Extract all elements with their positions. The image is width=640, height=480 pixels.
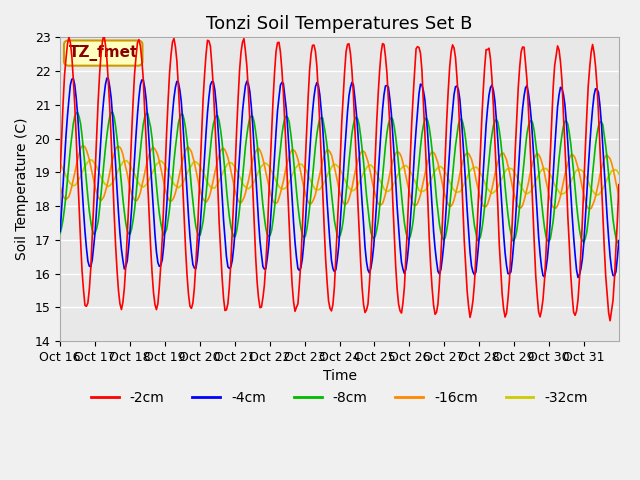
Y-axis label: Soil Temperature (C): Soil Temperature (C) (15, 118, 29, 261)
Text: TZ_fmet: TZ_fmet (68, 45, 138, 61)
Title: Tonzi Soil Temperatures Set B: Tonzi Soil Temperatures Set B (206, 15, 473, 33)
X-axis label: Time: Time (323, 370, 356, 384)
Legend: -2cm, -4cm, -8cm, -16cm, -32cm: -2cm, -4cm, -8cm, -16cm, -32cm (85, 385, 594, 410)
